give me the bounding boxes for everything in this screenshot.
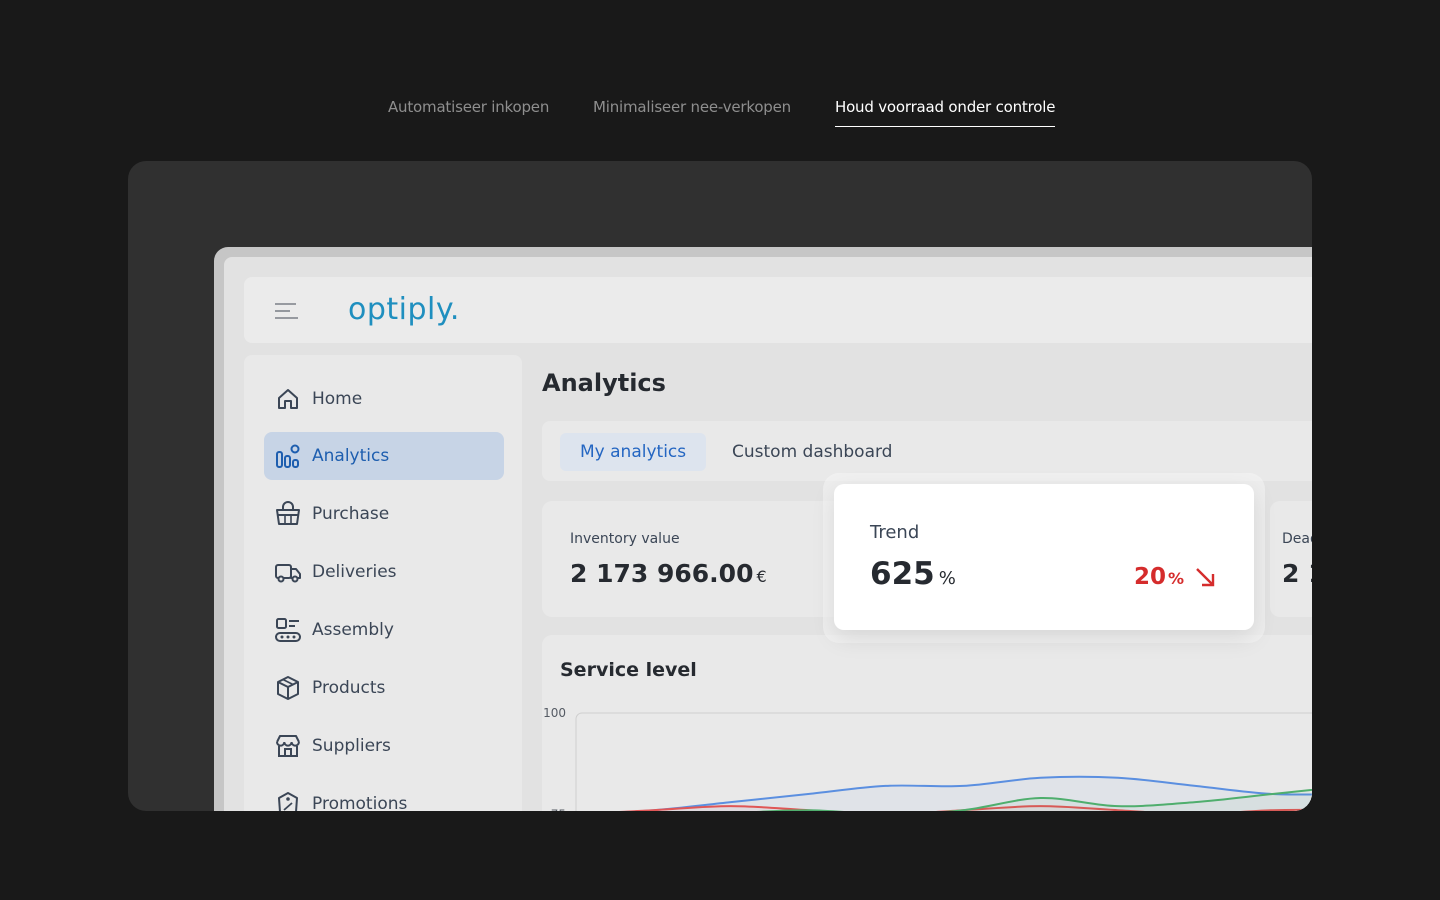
y-tick-label: 75 <box>551 807 566 811</box>
optiply-logo[interactable]: optiply. <box>348 292 460 327</box>
trend-change-number: 20 <box>1134 564 1167 590</box>
tag-icon <box>278 792 298 811</box>
sidebar-item-label: Assembly <box>312 620 394 640</box>
box-icon <box>277 676 299 700</box>
sidebar-item-analytics[interactable]: Analytics <box>264 432 504 480</box>
page-title: Analytics <box>542 369 666 397</box>
sidebar-item-products[interactable]: Products <box>264 664 504 712</box>
inventory-amount: 2 173 966.00 <box>570 559 754 588</box>
series-area <box>773 789 1312 811</box>
service-level-title: Service level <box>560 659 697 681</box>
series-line <box>756 788 1312 811</box>
analytics-tabs: My analytics Custom dashboard <box>542 421 1312 481</box>
sidebar-item-label: Products <box>312 678 386 698</box>
assembly-icon <box>275 618 301 642</box>
home-icon <box>278 389 298 409</box>
analytics-icon <box>276 444 300 468</box>
menu-icon[interactable] <box>274 301 300 321</box>
dead-stock-card[interactable]: Dead 2 1 <box>1270 501 1312 617</box>
trend-change: 20% <box>1134 564 1216 590</box>
sidebar-item-purchase[interactable]: Purchase <box>264 490 504 538</box>
top-tab-minimize[interactable]: Minimaliseer nee-verkopen <box>593 98 791 116</box>
top-tab-automate[interactable]: Automatiseer inkopen <box>388 98 550 116</box>
trend-unit: % <box>938 568 956 589</box>
sidebar: Home Analytics <box>244 355 522 811</box>
service-level-card[interactable]: Service level 100 75 <box>542 635 1312 811</box>
top-tab-control-active[interactable]: Houd voorraad onder controle <box>835 98 1055 127</box>
tab-my-analytics[interactable]: My analytics <box>560 433 707 471</box>
dead-stock-value: 2 1 <box>1282 559 1312 588</box>
sidebar-item-label: Deliveries <box>312 562 397 582</box>
currency-symbol: € <box>756 567 767 586</box>
truck-icon <box>275 564 301 583</box>
tab-custom-dashboard[interactable]: Custom dashboard <box>732 442 893 462</box>
chart-plot-area <box>575 712 1312 811</box>
trend-number: 625 <box>870 556 935 592</box>
series-line <box>624 775 1312 811</box>
inventory-value: 2 173 966.00 € <box>570 559 767 588</box>
sidebar-item-promotions[interactable]: Promotions <box>264 780 504 811</box>
trend-change-unit: % <box>1168 569 1185 588</box>
store-icon <box>276 735 300 757</box>
sidebar-item-label: Purchase <box>312 504 390 524</box>
sidebar-item-deliveries[interactable]: Deliveries <box>264 548 504 596</box>
service-level-chart: 100 75 <box>543 706 1312 811</box>
sidebar-item-suppliers[interactable]: Suppliers <box>264 722 504 770</box>
basket-icon <box>276 501 300 525</box>
y-tick-label: 100 <box>543 706 566 720</box>
sidebar-item-label: Suppliers <box>312 736 391 756</box>
sidebar-item-home[interactable]: Home <box>264 375 504 423</box>
sidebar-item-assembly[interactable]: Assembly <box>264 606 504 654</box>
sidebar-item-label: Analytics <box>312 446 390 466</box>
app-topbar: optiply. <box>244 277 1312 343</box>
inventory-value-card[interactable]: Inventory value 2 173 966.00 € <box>542 501 852 617</box>
trend-value: 625% <box>870 556 956 592</box>
sidebar-item-label: Home <box>312 389 363 409</box>
inventory-value-label: Inventory value <box>570 531 680 547</box>
trend-card[interactable]: Trend 625% 20% <box>834 484 1254 630</box>
trend-label: Trend <box>870 522 920 543</box>
sidebar-item-label: Promotions <box>312 794 408 811</box>
top-tabs: Automatiseer inkopen Minimaliseer nee-ve… <box>0 98 1440 138</box>
series-area <box>641 776 1312 811</box>
dead-stock-label: Dead <box>1282 531 1312 547</box>
arrow-down-right-icon <box>1196 568 1215 587</box>
